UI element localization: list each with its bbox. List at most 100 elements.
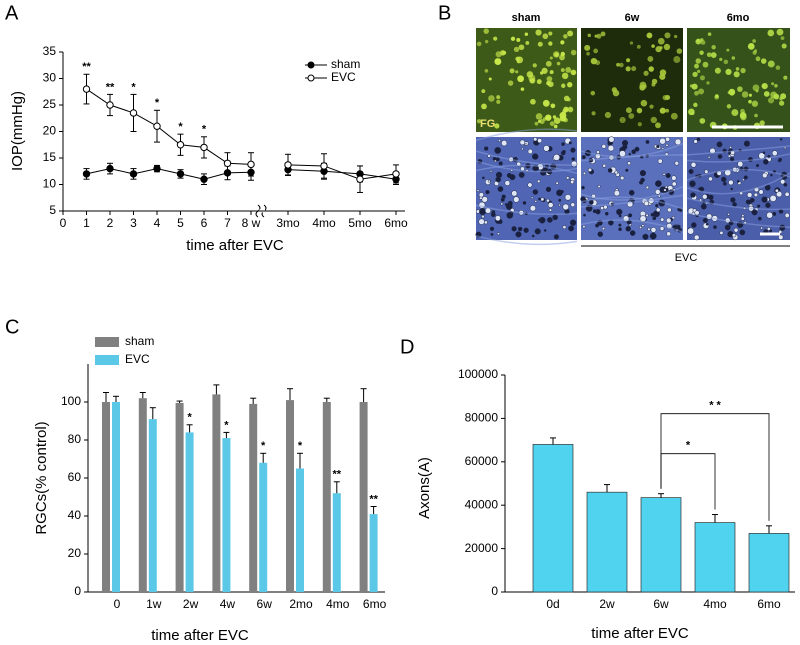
cell <box>530 98 536 105</box>
axon <box>543 145 550 152</box>
stain-label: FG <box>480 118 495 130</box>
cell <box>651 44 655 48</box>
cell <box>612 89 620 97</box>
cell <box>496 99 501 104</box>
cell <box>760 58 767 64</box>
x-tick-label: 6w <box>257 597 273 611</box>
axon <box>614 170 619 175</box>
axon <box>476 189 480 193</box>
axon <box>662 172 666 176</box>
cell <box>548 31 553 36</box>
y-axis-title: RGCs(% control) <box>33 421 50 534</box>
axon <box>532 153 539 160</box>
cell <box>662 94 668 101</box>
axon <box>597 231 604 237</box>
axon <box>489 169 493 173</box>
cell <box>567 106 574 113</box>
axon <box>602 163 607 168</box>
cell <box>699 50 704 55</box>
cell <box>518 44 525 51</box>
cell <box>593 48 599 54</box>
series-line <box>86 168 252 180</box>
x-tick-label: 3mo <box>276 216 300 230</box>
cell <box>548 41 553 46</box>
cell <box>649 104 654 109</box>
x-tick-label: 5 <box>177 216 184 230</box>
bar <box>532 444 574 593</box>
axon <box>771 150 778 157</box>
bar <box>296 468 304 592</box>
significance: * <box>131 81 136 93</box>
cell <box>727 90 731 95</box>
cell <box>481 103 487 110</box>
cell <box>691 83 698 90</box>
axon <box>545 186 552 193</box>
cell <box>733 71 740 78</box>
axon <box>666 231 671 237</box>
marker <box>153 122 161 130</box>
cell <box>537 119 542 123</box>
cell <box>494 123 500 129</box>
cell <box>570 49 577 56</box>
x-tick-label: 4mo <box>326 597 350 611</box>
cell <box>619 62 624 68</box>
axon <box>740 216 745 221</box>
cell <box>476 119 482 124</box>
marker <box>247 160 255 169</box>
cell <box>751 100 759 107</box>
cell <box>783 75 788 80</box>
significance: * <box>202 124 207 136</box>
y-tick-label: 60 <box>68 470 82 484</box>
significance: * <box>155 97 160 109</box>
panel-letter: B <box>438 2 451 24</box>
axon <box>540 197 545 202</box>
cell <box>549 56 553 60</box>
texture <box>580 142 684 158</box>
axon <box>527 148 533 155</box>
x-tick-label: 8 w <box>242 216 261 230</box>
axon <box>547 202 554 208</box>
cell <box>767 29 775 37</box>
y-tick-label: 15 <box>43 150 57 164</box>
cell <box>636 44 641 49</box>
legend-marker <box>307 74 315 82</box>
marker <box>153 164 161 173</box>
cell <box>509 68 515 74</box>
axon <box>708 176 713 182</box>
cell <box>637 122 642 127</box>
bar <box>138 398 147 592</box>
cell <box>525 41 530 45</box>
x-tick-label: 6 <box>201 216 208 230</box>
axon <box>766 211 773 219</box>
x-tick-label: 6w <box>653 597 669 611</box>
cell <box>761 82 768 90</box>
legend-swatch <box>95 337 119 347</box>
axon <box>582 171 587 175</box>
axon <box>553 234 559 240</box>
axon <box>511 190 518 197</box>
bar <box>175 402 184 592</box>
axon <box>581 185 585 190</box>
bar <box>286 400 294 592</box>
cell <box>488 77 492 81</box>
cell <box>536 79 542 85</box>
axon <box>600 206 605 210</box>
comparison-label: * <box>686 440 691 452</box>
cell <box>483 28 489 34</box>
series-line <box>287 169 397 180</box>
micrograph <box>476 137 577 240</box>
axon <box>498 139 501 142</box>
cell <box>516 37 521 42</box>
axon <box>742 178 745 182</box>
axon <box>769 194 777 202</box>
cell <box>541 67 548 74</box>
cell <box>774 83 778 88</box>
axon <box>671 181 677 187</box>
axon <box>511 226 517 232</box>
texture <box>475 204 578 216</box>
significance: ** <box>82 61 91 73</box>
marker <box>284 161 292 169</box>
axon <box>650 227 657 233</box>
axon <box>619 150 626 157</box>
bar <box>748 533 790 593</box>
